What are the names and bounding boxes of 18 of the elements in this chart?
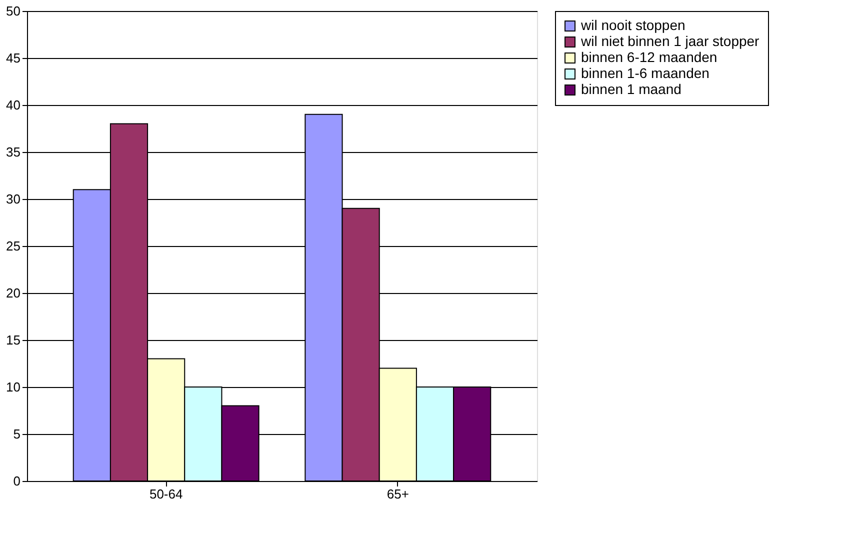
y-tick-label: 0	[13, 474, 20, 488]
y-tick-label: 40	[6, 98, 20, 112]
y-tick-label: 15	[6, 332, 20, 348]
y-tick-label: 35	[6, 144, 20, 160]
y-tick-label: 50	[6, 4, 20, 18]
legend-label: binnen 1-6 maanden	[581, 65, 710, 81]
legend-label: binnen 6-12 maanden	[581, 49, 718, 65]
y-tick-label: 20	[6, 286, 20, 300]
legend-label: wil niet binnen 1 jaar stopper	[580, 33, 760, 49]
y-tick-label: 25	[6, 238, 20, 254]
x-tick-label: 65+	[386, 486, 409, 502]
y-tick-label: 5	[13, 426, 20, 442]
y-tick-label: 30	[6, 192, 20, 206]
legend-label: wil nooit stoppen	[580, 17, 686, 33]
y-tick-label: 10	[6, 380, 20, 394]
x-tick-label: 50-64	[149, 486, 183, 502]
legend-label: binnen 1 maand	[581, 81, 682, 97]
y-tick-label: 45	[6, 50, 20, 66]
